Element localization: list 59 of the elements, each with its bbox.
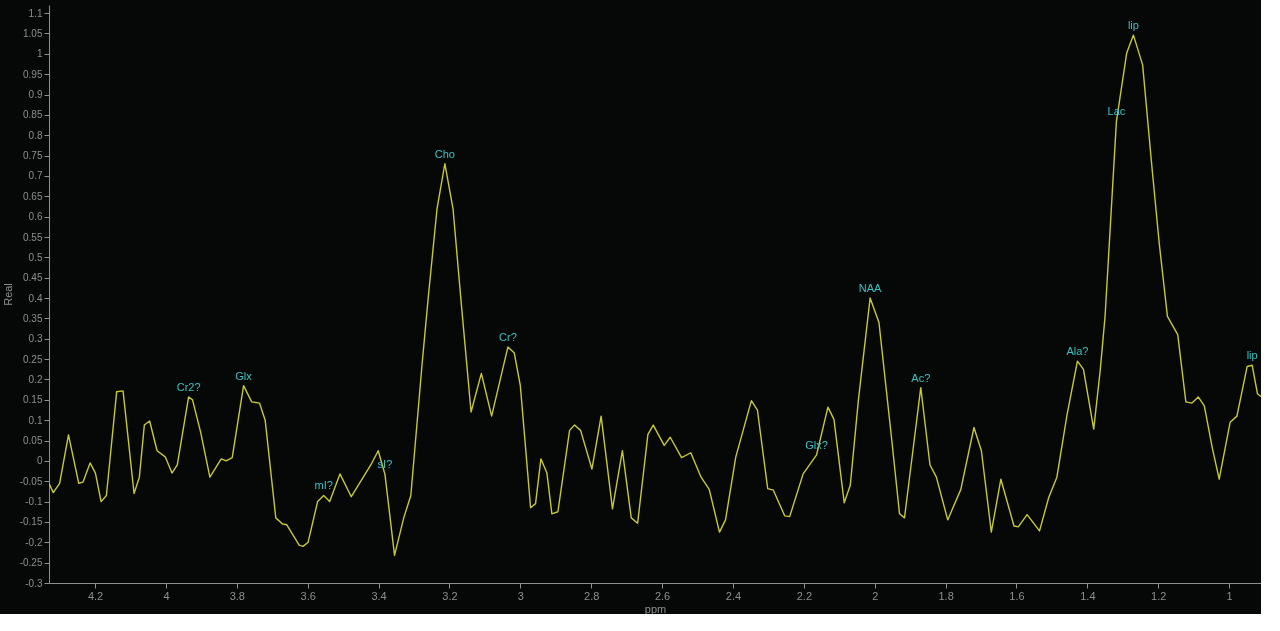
x-tick-label: 2.6 (654, 589, 671, 602)
y-tick-label: 0.05 (23, 435, 43, 447)
x-tick-label: 2.4 (725, 589, 742, 602)
x-tick-label: 3.8 (229, 589, 245, 602)
x-tick-label: 1.6 (1009, 589, 1025, 602)
y-tick-label: 0.9 (28, 89, 43, 101)
y-tick-label: 0.45 (23, 272, 43, 284)
y-tick-label: 1 (36, 48, 43, 60)
y-tick-label: 0.3 (28, 333, 43, 345)
annotation: Ala? (1066, 345, 1089, 358)
x-tick-label: 1.4 (1080, 589, 1096, 602)
x-tick-label: 4.2 (87, 589, 104, 602)
annotation: Glx (235, 369, 253, 382)
y-tick-label: -0.05 (19, 475, 43, 487)
y-tick-label: 1.1 (28, 7, 43, 19)
x-tick-label: 1.2 (1151, 589, 1167, 602)
x-tick-label: 1 (1226, 589, 1233, 602)
y-tick-label: 0.4 (28, 292, 43, 304)
x-tick-label: 2 (872, 589, 879, 602)
x-tick-label: 2.8 (584, 589, 600, 602)
x-tick-label: 1.8 (938, 589, 954, 602)
line-series (49, 34, 1261, 557)
x-tick-label: 3.2 (442, 589, 458, 602)
x-axis-title: ppm (644, 602, 667, 615)
y-tick-label: 0.55 (23, 231, 43, 243)
annotation: lip (1127, 19, 1139, 32)
y-tick-label: 0.75 (23, 150, 43, 162)
annotation: mI? (314, 479, 333, 492)
x-tick-label: 3 (517, 589, 524, 602)
y-tick-label: -0.1 (25, 496, 43, 508)
annotation: NAA (858, 282, 883, 295)
annotation: Cho (434, 147, 455, 160)
y-axis-title: Real (1, 283, 14, 306)
y-tick-label: -0.15 (19, 516, 43, 528)
y-tick-label: 0 (36, 455, 43, 467)
y-tick-label: 0.7 (28, 170, 43, 182)
y-tick-label: 0.2 (28, 373, 43, 385)
y-tick-label: 0.35 (23, 312, 43, 324)
y-tick-label: 0.25 (23, 353, 43, 365)
y-tick-label: 0.5 (28, 251, 43, 263)
y-tick-label: 1.05 (23, 27, 43, 39)
y-tick-label: 0.1 (28, 414, 43, 426)
y-tick-label: 0.6 (28, 211, 43, 223)
annotation: Ac? (911, 371, 931, 384)
y-tick-label: 0.95 (23, 68, 43, 80)
x-tick-label: 2.2 (796, 589, 812, 602)
y-tick-label: -0.2 (25, 536, 43, 548)
y-tick-label: 0.85 (23, 109, 43, 121)
y-tick-label: 0.8 (28, 129, 43, 141)
annotation: lip (1246, 349, 1258, 362)
y-tick-label: -0.25 (19, 557, 43, 569)
annotation: Cr2? (176, 380, 201, 393)
y-tick-label: 0.15 (23, 394, 43, 406)
x-tick-label: 4 (163, 589, 170, 602)
x-tick-label: 3.4 (371, 589, 387, 602)
y-tick-label: -0.3 (25, 577, 43, 589)
y-tick-label: 0.65 (23, 190, 43, 202)
x-tick-label: 3.6 (300, 589, 316, 602)
annotation: Cr? (499, 330, 517, 343)
